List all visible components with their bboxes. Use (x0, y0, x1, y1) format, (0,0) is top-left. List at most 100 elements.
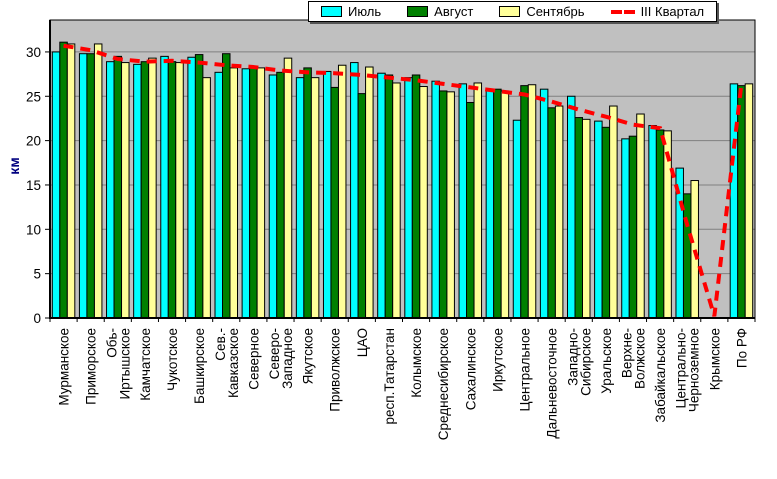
bar (594, 120, 603, 319)
y-axis-title: км (6, 157, 22, 175)
bar (106, 61, 115, 319)
x-axis-label: Сахалинское (463, 328, 478, 410)
x-axis-label: Сев.- (213, 328, 228, 361)
bar (500, 90, 510, 319)
bar (78, 53, 88, 319)
quarter-line (63, 43, 744, 317)
x-axis-label: Центрально- (674, 328, 689, 409)
bar (493, 88, 502, 319)
bar (51, 51, 61, 319)
bar (268, 74, 278, 319)
bar (431, 80, 440, 319)
bar (648, 125, 657, 319)
x-axis-label: Уральское (599, 328, 614, 394)
bar (485, 89, 495, 319)
bar (283, 57, 293, 319)
bar (609, 105, 618, 319)
bar (411, 74, 421, 319)
bar (330, 86, 339, 319)
bar (582, 118, 591, 319)
bar (539, 88, 549, 319)
bar (512, 119, 522, 319)
y-tick-label: 0 (33, 311, 41, 326)
x-axis-label: Иркутское (490, 328, 505, 392)
bar (249, 66, 258, 319)
bar (601, 126, 611, 319)
bar (744, 83, 754, 319)
bar (350, 62, 359, 319)
x-axis-label: Забайкальское (653, 328, 668, 423)
x-axis-label: Приморское (84, 328, 99, 405)
x-axis-label: Крымское (707, 328, 722, 390)
x-axis-label: Чукотское (165, 328, 180, 391)
bar (446, 91, 455, 319)
bar (295, 77, 305, 319)
x-axis-label: Западно- (565, 328, 580, 386)
x-axis-label: Якутское (301, 328, 316, 384)
bar (121, 62, 130, 319)
x-axis-label: Мурманское (57, 328, 72, 406)
x-axis-label: Башкирское (192, 328, 207, 404)
bar (682, 193, 692, 319)
x-axis-label: Северо- (267, 328, 282, 379)
x-axis-label: ЦАО (355, 328, 370, 357)
x-axis-label: Дальневосточное (545, 328, 560, 439)
bar (303, 67, 312, 319)
x-axis-label: Колымское (409, 328, 424, 398)
dashed-line-icon (610, 9, 635, 14)
y-tick-label: 10 (26, 222, 41, 237)
legend-label-quarter: III Квартал (640, 4, 705, 19)
bar (160, 55, 169, 319)
x-axis-label: Среднесибирское (436, 328, 451, 440)
bar (729, 83, 739, 319)
bar (86, 53, 95, 319)
legend-item-september: Сентябрь (499, 4, 585, 19)
bar (175, 62, 184, 319)
bar (66, 43, 76, 319)
bar (276, 71, 285, 319)
bar (229, 67, 238, 319)
bar (458, 83, 468, 319)
bar (202, 77, 211, 319)
x-axis-label: Черноземное (687, 328, 702, 412)
bar (357, 93, 367, 319)
bar (113, 55, 123, 319)
bar (310, 77, 320, 319)
legend: Июль Август Сентябрь III Квартал (308, 1, 718, 22)
bar (337, 64, 347, 319)
x-axis-label: Иртышское (117, 328, 132, 399)
bar (140, 61, 150, 319)
bar (628, 135, 638, 319)
bar (655, 129, 665, 319)
x-axis-label: Приволжское (328, 328, 343, 412)
bar (621, 138, 630, 319)
bar (404, 77, 413, 319)
x-axis-label: Северное (246, 328, 261, 390)
x-axis-label: Центральное (518, 328, 533, 412)
y-tick-label: 5 (33, 267, 41, 282)
bar (438, 90, 448, 319)
bar (384, 74, 394, 319)
bar (93, 43, 103, 319)
bar (167, 61, 177, 319)
bar (194, 54, 204, 319)
y-tick-label: 15 (26, 178, 41, 193)
x-axis-label: Камчатское (138, 328, 153, 401)
september-swatch-icon (499, 6, 521, 17)
x-axis-label: респ.Татарстан (382, 328, 397, 424)
red-dash-icon (623, 9, 635, 14)
x-axis-label: Волжское (632, 328, 647, 389)
bar (322, 70, 332, 319)
bar (377, 72, 386, 319)
bar (365, 66, 374, 319)
july-swatch-icon (321, 6, 342, 17)
x-axis-label: Кавказское (226, 328, 241, 398)
bar (256, 67, 266, 319)
legend-label-september: Сентябрь (526, 4, 585, 19)
bar (737, 85, 746, 319)
legend-label-august: Август (434, 4, 474, 19)
bar (241, 68, 251, 319)
x-axis-label: Верхне- (619, 328, 634, 378)
